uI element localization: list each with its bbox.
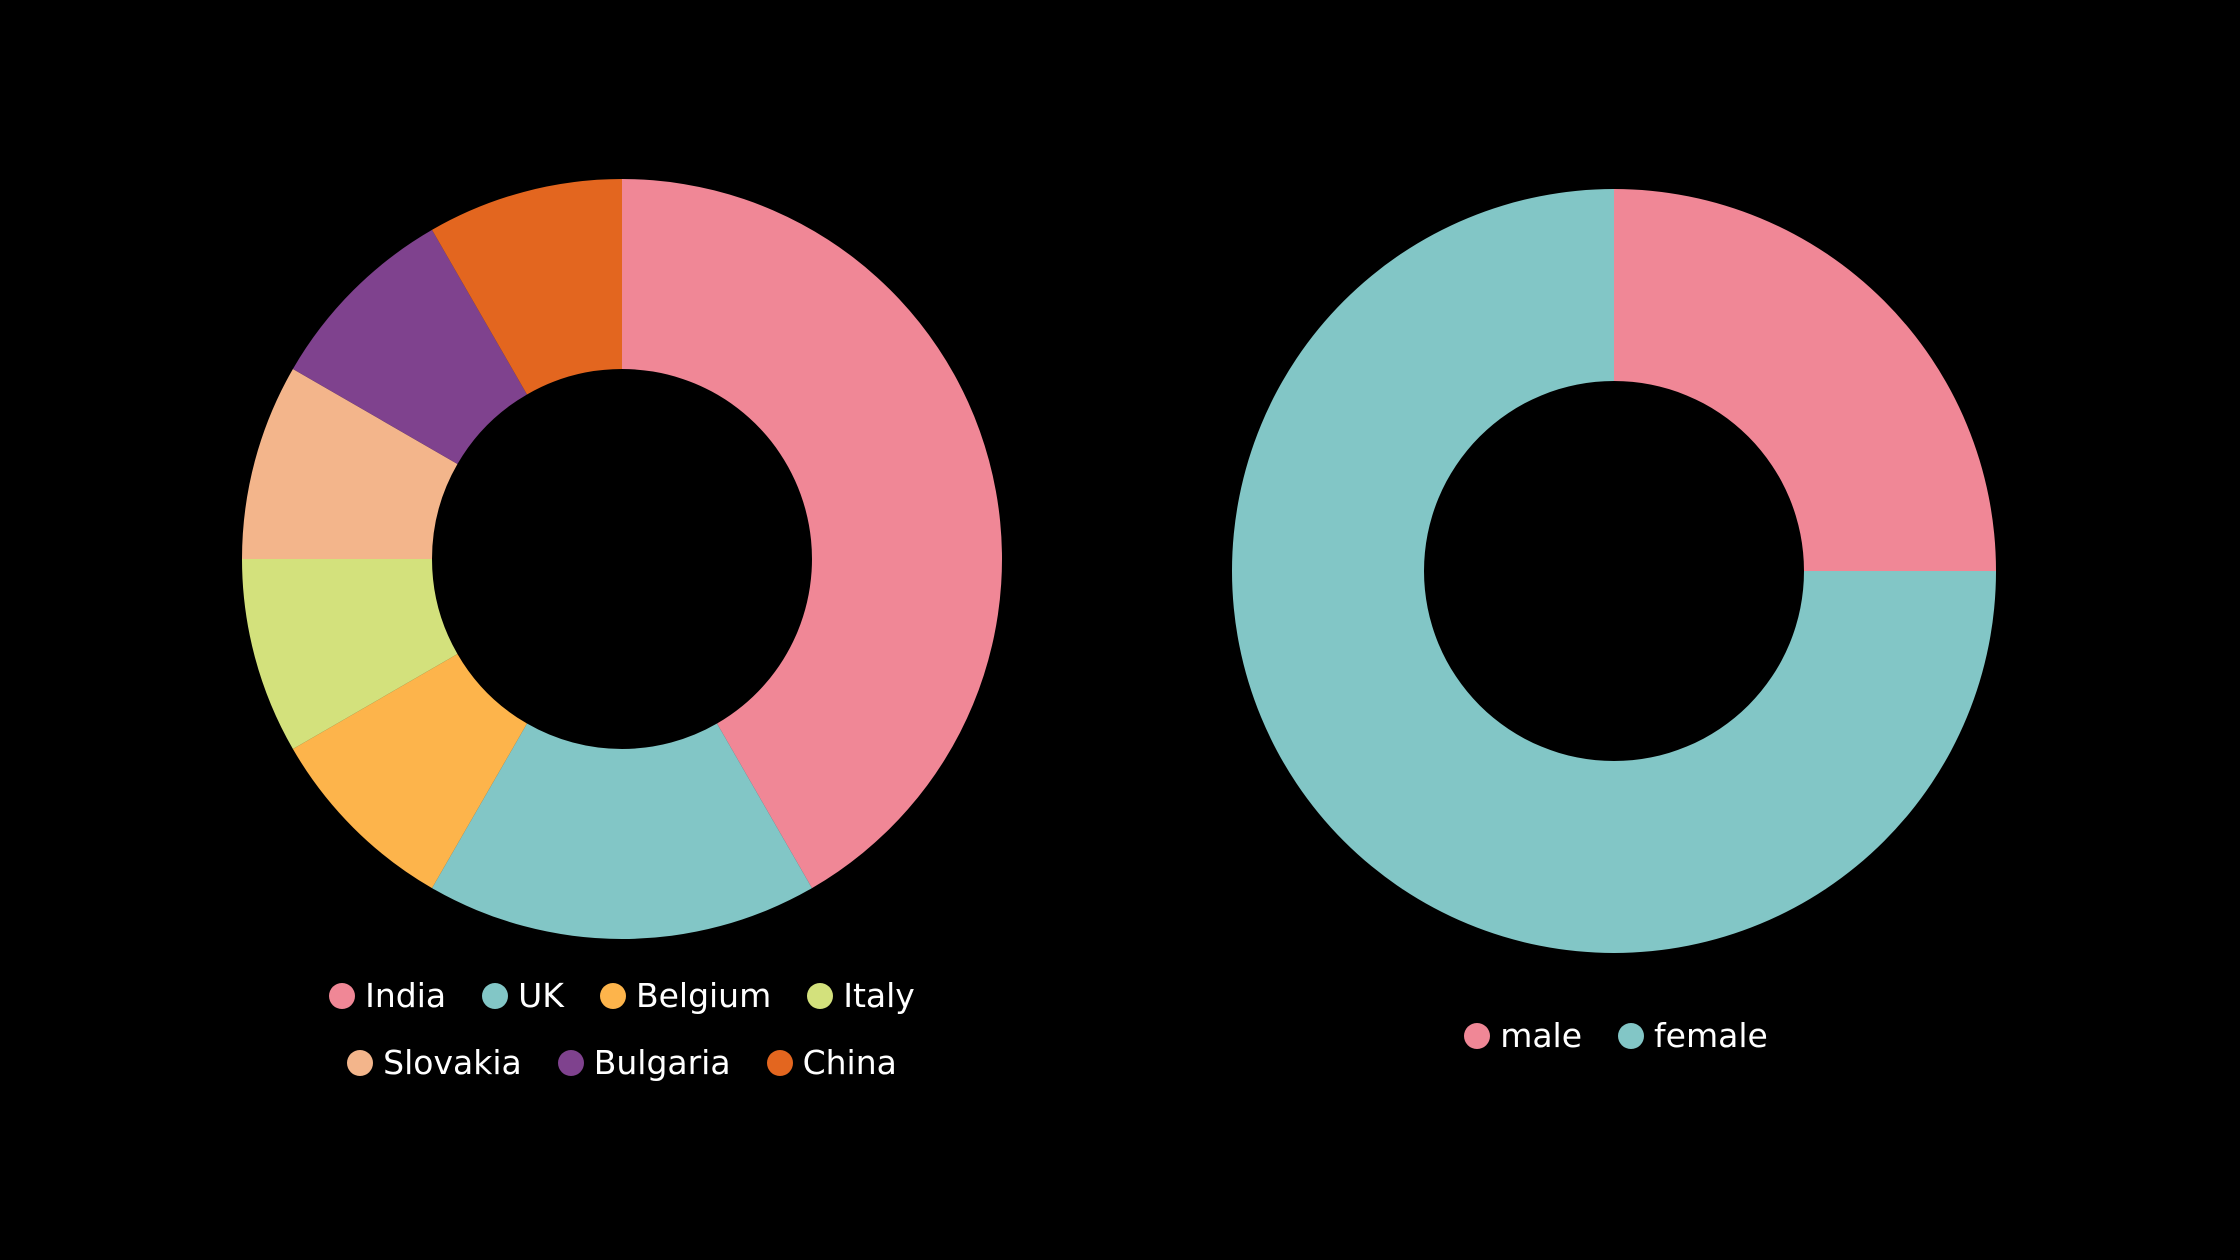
legend-item-belgium[interactable]: Belgium (599, 976, 772, 1015)
slice-belgium[interactable] (292, 654, 527, 889)
legend-swatch (347, 1049, 374, 1076)
legend-swatch (1464, 1022, 1491, 1049)
legend-label: Belgium (635, 976, 772, 1015)
slice-bulgaria[interactable] (292, 229, 527, 464)
legend-item-china[interactable]: China (766, 1043, 897, 1082)
legend-label: male (1500, 1016, 1583, 1055)
legend-swatch (557, 1049, 584, 1076)
slice-india[interactable] (622, 179, 1002, 889)
legend-item-india[interactable]: India (329, 976, 446, 1015)
legend-item-bulgaria[interactable]: Bulgaria (557, 1043, 731, 1082)
slice-italy[interactable] (242, 559, 458, 749)
legend-swatch (599, 982, 626, 1009)
slice-slovakia[interactable] (242, 369, 458, 559)
slice-male[interactable] (1614, 189, 1996, 571)
legend-swatch (766, 1049, 793, 1076)
legend-label: India (365, 976, 447, 1015)
slice-uk[interactable] (432, 723, 812, 940)
legend-item-slovakia[interactable]: Slovakia (347, 1043, 522, 1082)
legend-item-uk[interactable]: UK (482, 976, 564, 1015)
legend-swatch (329, 982, 356, 1009)
legend-label: female (1654, 1016, 1768, 1055)
legend-label: UK (518, 976, 564, 1015)
donut-chart-gender (1232, 189, 1996, 953)
legend-gender: male female (1180, 1016, 2052, 1055)
legend-label: Bulgaria (593, 1043, 731, 1082)
legend-countries-row-2: Slovakia Bulgaria China (60, 1043, 1184, 1082)
legend-label: Italy (843, 976, 915, 1015)
slice-female[interactable] (1232, 189, 1996, 953)
legend-swatch (807, 982, 834, 1009)
slice-china[interactable] (432, 179, 622, 395)
legend-item-italy[interactable]: Italy (807, 976, 915, 1015)
legend-countries-row-1: India UK Belgium Italy (60, 976, 1184, 1015)
donut-chart-countries (242, 179, 1002, 940)
legend-swatch (482, 982, 509, 1009)
legend-item-male[interactable]: male (1464, 1016, 1582, 1055)
legend-label: China (802, 1043, 897, 1082)
legend-swatch (1618, 1022, 1645, 1049)
legend-item-female[interactable]: female (1618, 1016, 1768, 1055)
legend-label: Slovakia (383, 1043, 522, 1082)
